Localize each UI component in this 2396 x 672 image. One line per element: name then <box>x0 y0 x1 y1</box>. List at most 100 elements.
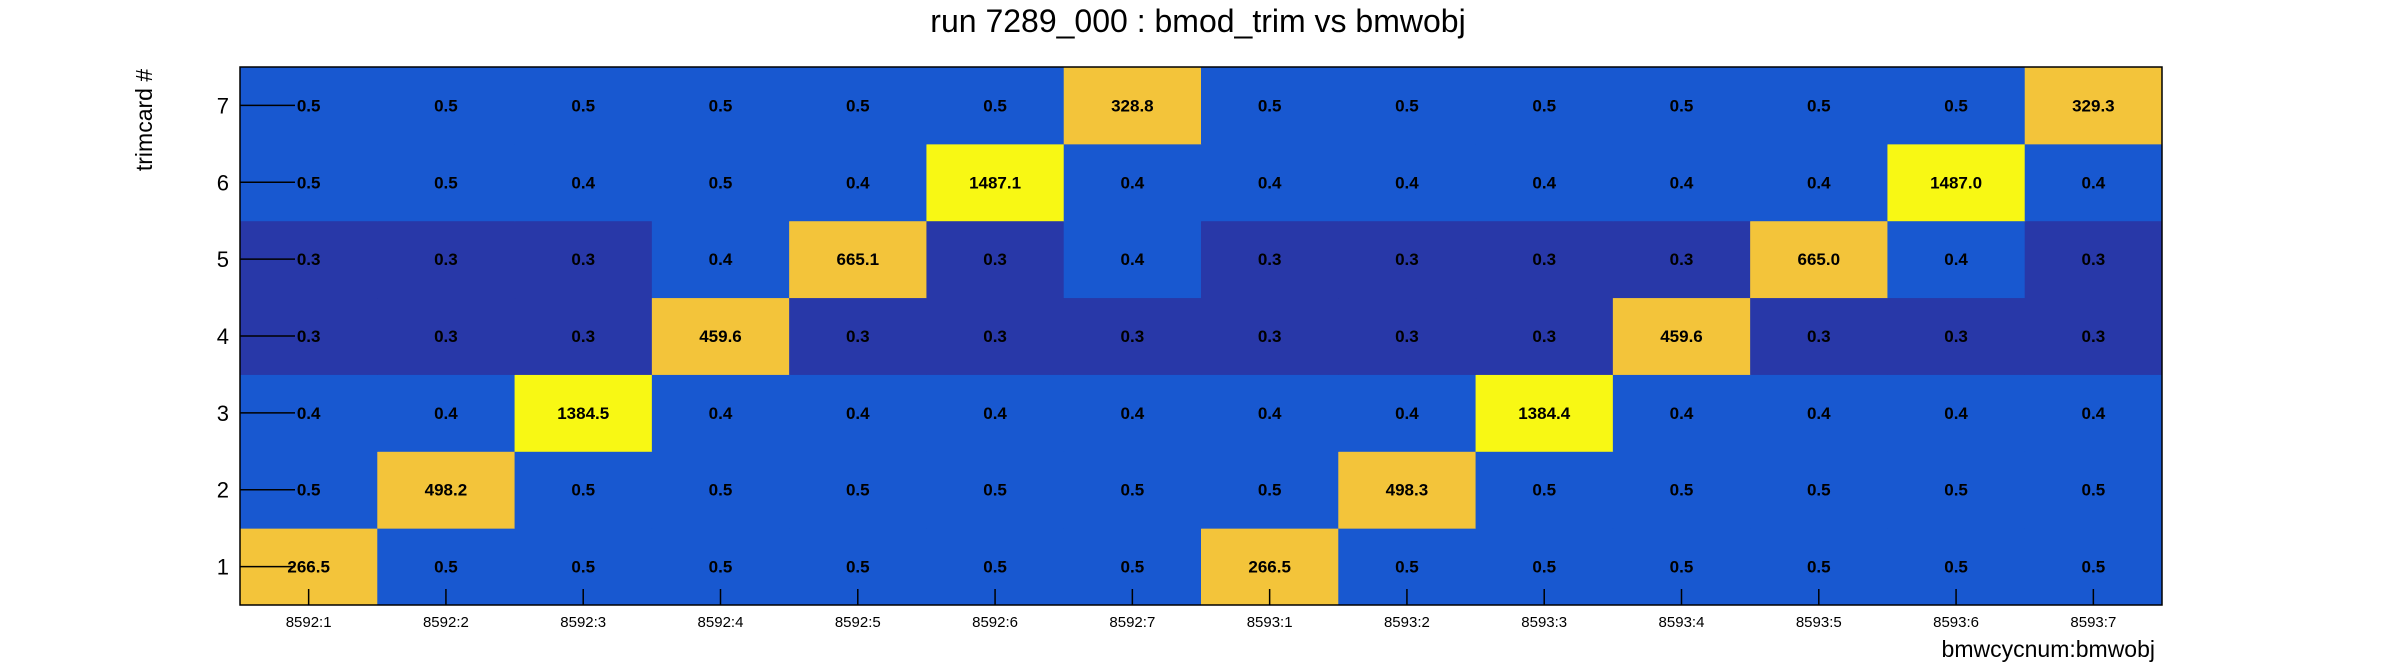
cell-value-label: 0.3 <box>1532 250 1556 269</box>
heatmap-cell <box>377 297 516 375</box>
cell-value-label: 0.3 <box>846 327 870 346</box>
y-tick-label: 7 <box>217 93 229 118</box>
x-axis: 8592:1 8592:2 8592:3 8592:4 8592:5 8592:6 8592… <box>286 589 2116 631</box>
x-axis-title: bmwcycnum:bmwobj <box>1942 636 2155 662</box>
heatmap-cell <box>1750 67 1888 145</box>
cell-value-label: 0.4 <box>2082 173 2106 192</box>
cell-value-label: 0.3 <box>2082 327 2106 346</box>
cell-value-label: 1487.1 <box>969 173 1021 192</box>
heatmap-cell <box>1063 297 1202 375</box>
cell-value-label: 0.3 <box>1395 250 1419 269</box>
x-tick-label: 8593:7 <box>2070 614 2116 631</box>
heatmap-cell <box>2024 451 2163 529</box>
heatmap-cell <box>1201 143 1339 222</box>
cell-value-label: 0.5 <box>1532 96 1556 115</box>
cell-value-label: 0.3 <box>571 250 595 269</box>
cell-value-label: 0.4 <box>1258 173 1282 192</box>
heatmap-cell <box>1201 451 1339 529</box>
heatmap-cell <box>1612 374 1751 452</box>
cell-value-label: 0.4 <box>1121 404 1145 423</box>
heatmap-cell <box>1887 67 2026 145</box>
heatmap-cell <box>2024 67 2163 145</box>
heatmap-cell <box>377 374 516 452</box>
cell-value-label: 0.5 <box>571 96 595 115</box>
cell-value-label: 0.3 <box>1532 327 1556 346</box>
cell-value-label: 0.4 <box>2082 404 2106 423</box>
cell-value-label: 498.2 <box>425 481 468 500</box>
heatmap-cell <box>789 143 927 222</box>
x-tick-label: 8592:4 <box>698 614 744 631</box>
cell-value-label: 0.3 <box>983 250 1007 269</box>
cell-value-label: 0.4 <box>1807 173 1831 192</box>
cell-value-label: 0.5 <box>1944 96 1968 115</box>
heatmap-cell <box>1063 451 1202 529</box>
x-tick-label: 8593:3 <box>1521 614 1567 631</box>
cell-value-label: 0.4 <box>709 404 733 423</box>
heatmap-cell <box>789 451 927 529</box>
cell-value-label: 0.4 <box>1121 250 1145 269</box>
heatmap-cell <box>1750 143 1888 222</box>
heatmap-cell <box>651 67 790 145</box>
cell-value-label: 0.5 <box>846 481 870 500</box>
cell-value-label: 0.5 <box>571 481 595 500</box>
cell-value-label: 0.5 <box>1258 96 1282 115</box>
heatmap-cell <box>1201 374 1339 452</box>
cell-value-label: 0.3 <box>2082 250 2106 269</box>
cell-value-label: 0.3 <box>983 327 1007 346</box>
heatmap-cell <box>1475 451 1614 529</box>
x-tick-label: 8593:5 <box>1796 614 1842 631</box>
heatmap-cell <box>1338 374 1477 452</box>
heatmap-cell <box>1612 297 1751 375</box>
heatmap-cell <box>789 67 927 145</box>
heatmap-cell <box>651 220 790 299</box>
cell-value-label: 0.3 <box>1258 327 1282 346</box>
cell-value-label: 0.5 <box>983 96 1007 115</box>
y-axis: 1 2 3 4 5 6 7 <box>217 93 295 580</box>
cell-value-label: 328.8 <box>1111 96 1154 115</box>
heatmap-cell <box>1063 220 1202 299</box>
cell-value-label: 0.4 <box>846 173 870 192</box>
heatmap-cell <box>377 451 516 529</box>
heatmap-cell <box>1887 143 2026 222</box>
cell-value-label: 0.5 <box>1258 481 1282 500</box>
cell-value-label: 1487.0 <box>1930 173 1982 192</box>
cell-value-label: 266.5 <box>287 558 330 577</box>
cell-value-label: 0.5 <box>434 96 458 115</box>
heatmap-cell <box>1475 220 1614 299</box>
heatmap-cell <box>1612 220 1751 299</box>
heatmap-cell <box>926 374 1065 452</box>
cell-value-label: 0.4 <box>297 404 321 423</box>
heatmap-cell <box>926 451 1065 529</box>
heatmap-cell <box>514 374 653 452</box>
heatmap-cell <box>377 143 516 222</box>
cell-value-label: 0.4 <box>1121 173 1145 192</box>
cell-value-label: 0.5 <box>846 558 870 577</box>
cell-value-label: 0.5 <box>1807 481 1831 500</box>
heatmap-cell <box>1612 451 1751 529</box>
cell-value-label: 0.4 <box>709 250 733 269</box>
heatmap-cell <box>1612 143 1751 222</box>
heatmap-cell <box>1750 451 1888 529</box>
cell-value-label: 0.3 <box>1395 327 1419 346</box>
cell-value-label: 498.3 <box>1386 481 1429 500</box>
cell-value-label: 0.4 <box>1670 404 1694 423</box>
heatmap-cell <box>1750 220 1888 299</box>
y-tick-label: 3 <box>217 401 229 426</box>
heatmap-cell <box>1475 374 1614 452</box>
heatmap-cell <box>2024 374 2163 452</box>
heatmap-cell <box>377 220 516 299</box>
heatmap-cell <box>1750 297 1888 375</box>
heatmap-cell <box>1887 220 2026 299</box>
y-axis-title: trimcard # <box>131 69 157 171</box>
cell-value-label: 0.5 <box>1670 481 1694 500</box>
cell-value-label: 0.3 <box>297 327 321 346</box>
cell-value-label: 329.3 <box>2072 96 2115 115</box>
heatmap-cell <box>1338 220 1477 299</box>
y-tick-label: 5 <box>217 247 229 272</box>
cell-value-label: 0.3 <box>1944 327 1968 346</box>
heatmap-cell <box>651 451 790 529</box>
x-tick-label: 8592:7 <box>1109 614 1155 631</box>
heatmap-cell <box>514 143 653 222</box>
heatmap-cell <box>1887 451 2026 529</box>
